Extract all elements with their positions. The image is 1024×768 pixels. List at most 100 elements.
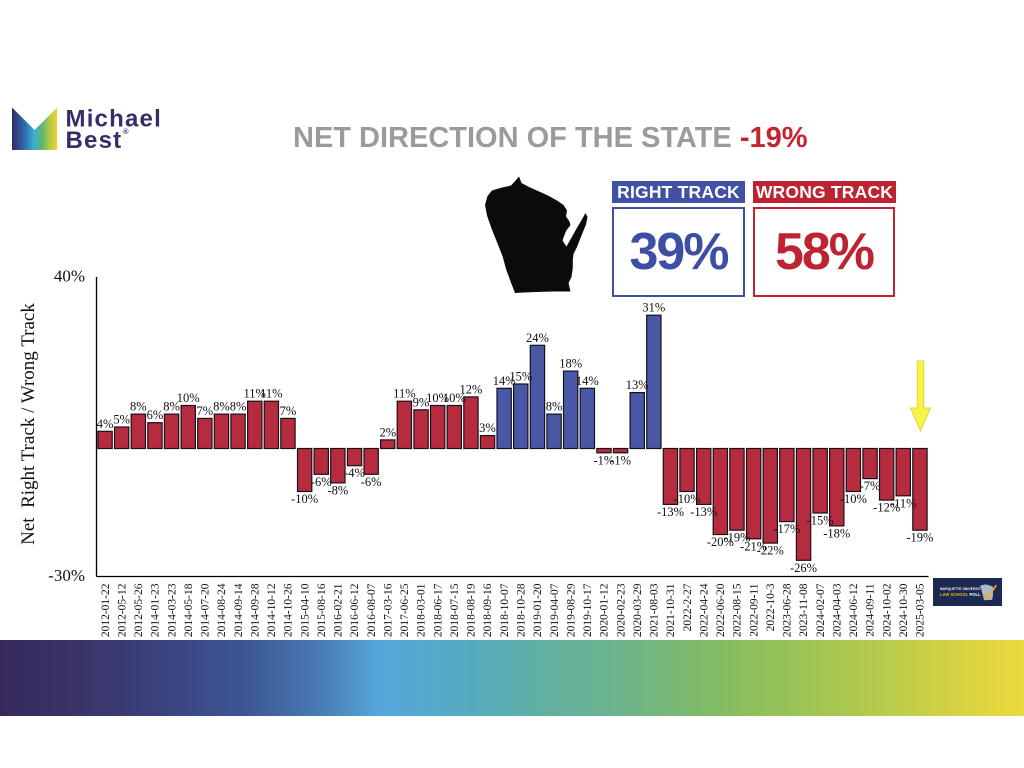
- svg-text:-8%: -8%: [327, 483, 348, 497]
- svg-text:15%: 15%: [509, 370, 532, 384]
- svg-text:2020-01-12: 2020-01-12: [599, 583, 611, 637]
- svg-text:2019-04-07: 2019-04-07: [549, 583, 561, 637]
- svg-text:2024-06-12: 2024-06-12: [848, 583, 860, 637]
- svg-text:40%: 40%: [54, 267, 85, 286]
- svg-text:24%: 24%: [526, 331, 549, 345]
- svg-text:®: ®: [123, 127, 129, 136]
- svg-text:2022-2-27: 2022-2-27: [682, 583, 694, 631]
- svg-text:2024-02-07: 2024-02-07: [815, 583, 827, 637]
- svg-text:8%: 8%: [130, 400, 147, 414]
- svg-text:-18%: -18%: [823, 526, 850, 540]
- svg-text:2018-07-15: 2018-07-15: [449, 583, 461, 637]
- svg-text:2024-04-03: 2024-04-03: [832, 583, 844, 637]
- svg-text:-1%: -1%: [610, 453, 631, 467]
- svg-text:2018-10-07: 2018-10-07: [499, 583, 511, 637]
- svg-text:2018-03-01: 2018-03-01: [416, 583, 428, 637]
- svg-text:2024-10-30: 2024-10-30: [898, 583, 910, 637]
- svg-text:3%: 3%: [479, 421, 496, 435]
- svg-text:2022-06-20: 2022-06-20: [715, 583, 727, 637]
- svg-text:Net Right Track / Wrong Track: Net Right Track / Wrong Track: [18, 303, 39, 545]
- svg-text:2018-09-16: 2018-09-16: [482, 583, 494, 637]
- svg-text:2022-04-24: 2022-04-24: [698, 583, 710, 637]
- svg-text:2014-09-28: 2014-09-28: [249, 583, 261, 637]
- svg-text:2014-05-18: 2014-05-18: [183, 583, 195, 637]
- svg-text:4%: 4%: [97, 417, 114, 431]
- svg-text:11%: 11%: [393, 387, 415, 401]
- svg-text:Michael: Michael: [66, 106, 162, 133]
- svg-text:2016-08-07: 2016-08-07: [366, 583, 378, 637]
- svg-text:-15%: -15%: [807, 514, 834, 528]
- svg-text:2014-10-12: 2014-10-12: [266, 583, 278, 637]
- svg-text:2%: 2%: [379, 425, 396, 439]
- svg-text:-22%: -22%: [757, 544, 784, 558]
- svg-text:2014-07-20: 2014-07-20: [200, 583, 212, 637]
- svg-text:2025-03-05: 2025-03-05: [915, 583, 927, 637]
- svg-text:2021-10-31: 2021-10-31: [665, 583, 677, 637]
- svg-text:2016-06-12: 2016-06-12: [349, 583, 361, 637]
- svg-text:2017-03-16: 2017-03-16: [383, 583, 395, 637]
- svg-text:2023-06-28: 2023-06-28: [782, 583, 794, 637]
- svg-text:2012-05-26: 2012-05-26: [133, 583, 145, 637]
- svg-text:12%: 12%: [459, 382, 482, 396]
- svg-text:-10%: -10%: [291, 492, 318, 506]
- svg-text:-26%: -26%: [790, 561, 817, 575]
- svg-text:-6%: -6%: [311, 475, 332, 489]
- svg-text:10%: 10%: [177, 391, 200, 405]
- svg-text:2020-03-29: 2020-03-29: [632, 583, 644, 637]
- svg-text:11%: 11%: [243, 387, 265, 401]
- svg-text:14%: 14%: [576, 374, 599, 388]
- svg-text:-19%: -19%: [723, 531, 750, 545]
- svg-text:-11%: -11%: [890, 496, 917, 510]
- svg-text:Best: Best: [66, 127, 123, 152]
- svg-text:-6%: -6%: [361, 475, 382, 489]
- svg-text:2014-01-23: 2014-01-23: [150, 583, 162, 637]
- svg-text:8%: 8%: [230, 400, 247, 414]
- svg-text:7%: 7%: [196, 404, 213, 418]
- svg-text:9%: 9%: [413, 395, 430, 409]
- svg-text:2022-09-11: 2022-09-11: [748, 583, 760, 636]
- svg-text:2017-06-25: 2017-06-25: [399, 583, 411, 637]
- svg-text:-10%: -10%: [674, 492, 701, 506]
- svg-text:2018-06-17: 2018-06-17: [432, 583, 444, 637]
- svg-text:2014-08-24: 2014-08-24: [216, 583, 228, 637]
- svg-text:2019-10-17: 2019-10-17: [582, 583, 594, 637]
- svg-text:14%: 14%: [493, 374, 516, 388]
- svg-text:2024-09-11: 2024-09-11: [865, 583, 877, 636]
- svg-text:2016-02-21: 2016-02-21: [333, 583, 345, 637]
- svg-text:10%: 10%: [426, 391, 449, 405]
- svg-text:-19%: -19%: [906, 531, 933, 545]
- svg-text:6%: 6%: [147, 408, 164, 422]
- svg-text:-12%: -12%: [873, 501, 900, 515]
- svg-text:8%: 8%: [163, 400, 180, 414]
- svg-text:2021-08-03: 2021-08-03: [649, 583, 661, 637]
- svg-text:2014-09-14: 2014-09-14: [233, 583, 245, 637]
- svg-text:-4%: -4%: [344, 466, 365, 480]
- svg-text:-20%: -20%: [707, 535, 734, 549]
- svg-text:31%: 31%: [642, 301, 665, 315]
- svg-text:-1%: -1%: [593, 453, 614, 467]
- svg-text:2014-10-26: 2014-10-26: [283, 583, 295, 637]
- svg-text:13%: 13%: [626, 378, 649, 392]
- svg-text:2015-04-10: 2015-04-10: [299, 583, 311, 637]
- svg-text:2022-08-15: 2022-08-15: [732, 583, 744, 637]
- svg-text:2014-03-23: 2014-03-23: [166, 583, 178, 637]
- svg-text:2022-10-3: 2022-10-3: [765, 583, 777, 631]
- svg-text:-10%: -10%: [840, 492, 867, 506]
- svg-text:2018-08-19: 2018-08-19: [466, 583, 478, 637]
- svg-text:-17%: -17%: [773, 522, 800, 536]
- svg-text:2015-08-16: 2015-08-16: [316, 583, 328, 637]
- svg-text:10%: 10%: [443, 391, 466, 405]
- svg-text:2018-10-28: 2018-10-28: [516, 583, 528, 637]
- svg-text:-13%: -13%: [690, 505, 717, 519]
- svg-text:11%: 11%: [260, 387, 282, 401]
- svg-text:2019-08-29: 2019-08-29: [565, 583, 577, 637]
- svg-text:8%: 8%: [213, 400, 230, 414]
- svg-text:2020-02-23: 2020-02-23: [615, 583, 627, 637]
- svg-text:2024-10-02: 2024-10-02: [881, 583, 893, 637]
- svg-text:2019-01-20: 2019-01-20: [532, 583, 544, 637]
- svg-text:5%: 5%: [113, 413, 130, 427]
- svg-text:-30%: -30%: [48, 566, 85, 585]
- svg-text:2023-11-08: 2023-11-08: [798, 583, 810, 636]
- svg-text:-13%: -13%: [657, 505, 684, 519]
- svg-text:2012-01-22: 2012-01-22: [100, 583, 112, 637]
